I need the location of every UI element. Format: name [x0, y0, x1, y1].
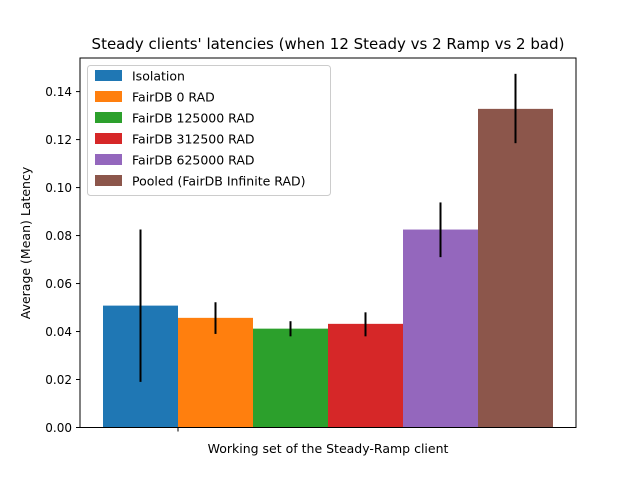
legend: Isolation FairDB 0 RAD FairDB 125000 RAD Fa…	[87, 65, 331, 196]
y-tick-label: 0.12	[45, 133, 72, 147]
y-tick-label: 0.06	[45, 277, 72, 291]
legend-swatch	[95, 133, 122, 144]
bar	[328, 323, 403, 428]
legend-label: FairDB 312500 RAD	[132, 132, 255, 147]
y-axis-label: Average (Mean) Latency	[18, 166, 33, 319]
bar	[403, 229, 478, 428]
legend-swatch	[95, 154, 122, 165]
legend-label: FairDB 125000 RAD	[132, 111, 255, 126]
legend-box	[87, 65, 331, 196]
legend-label: Pooled (FairDB Infinite RAD)	[132, 174, 306, 189]
legend-label: FairDB 0 RAD	[132, 90, 215, 105]
bar	[478, 108, 553, 428]
bar	[253, 328, 328, 428]
y-axis: 0.00 0.02 0.04 0.06 0.08 0.10 0.12 0.14	[45, 85, 80, 435]
bar	[178, 317, 253, 428]
chart-title: Steady clients' latencies (when 12 Stead…	[92, 35, 565, 53]
y-tick-label: 0.10	[45, 181, 72, 195]
y-tick-label: 0.00	[45, 421, 72, 435]
y-tick-label: 0.14	[45, 85, 72, 99]
error-bars-group	[139, 73, 517, 382]
bars-group	[103, 108, 553, 428]
legend-swatch	[95, 175, 122, 186]
y-tick-label: 0.02	[45, 373, 72, 387]
y-tick-label: 0.04	[45, 325, 72, 339]
legend-swatch	[95, 91, 122, 102]
legend-swatch	[95, 112, 122, 123]
legend-swatch	[95, 70, 122, 81]
legend-label: Isolation	[132, 69, 185, 84]
plot-frame	[79, 57, 577, 428]
y-tick-label: 0.08	[45, 229, 72, 243]
x-axis-label: Working set of the Steady-Ramp client	[208, 441, 449, 456]
legend-label: FairDB 625000 RAD	[132, 153, 255, 168]
